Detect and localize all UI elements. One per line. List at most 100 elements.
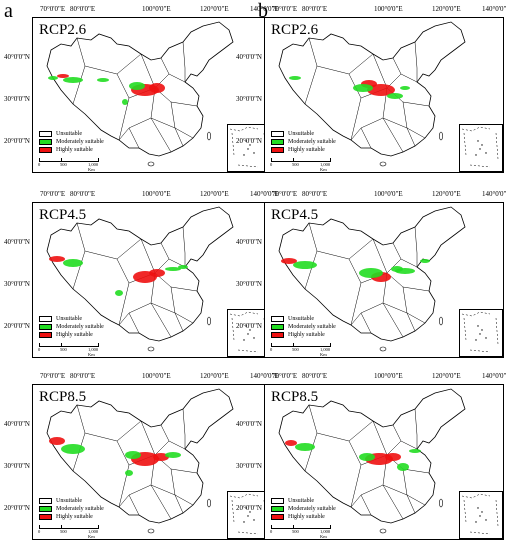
province-border: [414, 408, 418, 449]
latitude-label: 40°0'0"N: [236, 53, 262, 61]
moderately-suitable-area: [293, 261, 317, 269]
china-map: [278, 21, 466, 167]
longitude-label: 100°0'0"E: [142, 190, 171, 198]
province-border: [140, 238, 156, 274]
legend-swatch: [39, 139, 52, 145]
latitude-label: 30°0'0"N: [4, 280, 30, 288]
map-panel: 70°0'0"E 80°0'0"E 100°0'0"E 120°0'0"E 140°0'…: [4, 190, 279, 358]
moderately-suitable-area: [122, 99, 128, 105]
province-border: [140, 420, 156, 456]
scale-label: 0: [270, 162, 273, 167]
highly-suitable-area: [49, 437, 65, 445]
legend-label: Unsuitable: [56, 316, 82, 322]
legend: Unsuitable Moderately suitable Highly suit…: [39, 315, 104, 339]
latitude-label: 40°0'0"N: [4, 420, 30, 428]
island-hainan: [147, 528, 155, 534]
longitude-label: 140°0'0"E: [482, 190, 506, 198]
longitude-label: 80°0'0"E: [302, 372, 328, 380]
latitude-label: 30°0'0"N: [236, 462, 262, 470]
legend-label: Moderately suitable: [288, 139, 336, 145]
legend-item-moderate: Moderately suitable: [39, 138, 104, 146]
map-panel: 70°0'0"E 80°0'0"E 100°0'0"E 120°0'0"E 140°0'…: [236, 190, 506, 358]
scenario-label: RCP4.5: [39, 207, 87, 223]
province-border: [434, 244, 442, 256]
longitude-label: 120°0'0"E: [432, 372, 461, 380]
scale-bar: 0 500 1,000 Km: [270, 525, 333, 539]
legend-label: Highly suitable: [288, 514, 325, 520]
longitude-label: 70°0'0"E: [272, 372, 298, 380]
island-taiwan: [439, 498, 443, 508]
map-frame: RCP4.5 Unsuitable Moderately suitable Highl…: [264, 202, 504, 358]
legend-swatch: [271, 324, 284, 330]
province-border: [128, 127, 140, 149]
moderately-suitable-area: [63, 259, 83, 267]
moderately-suitable-area: [387, 93, 403, 99]
latitude-label: 30°0'0"N: [4, 95, 30, 103]
longitude-label: 120°0'0"E: [432, 5, 461, 13]
island-taiwan: [439, 316, 443, 326]
province-border: [414, 41, 418, 82]
legend-label: Unsuitable: [288, 498, 314, 504]
highly-suitable-area: [49, 256, 65, 262]
moderately-suitable-area: [409, 449, 421, 453]
province-border: [308, 222, 374, 260]
legend-swatch: [39, 498, 52, 504]
latitude-label: 40°0'0"N: [4, 53, 30, 61]
legend-label: Highly suitable: [56, 332, 93, 338]
moderately-suitable-area: [353, 84, 373, 92]
moderately-suitable-area: [397, 463, 409, 471]
legend: Unsuitable Moderately suitable Highly suit…: [271, 497, 336, 521]
highly-suitable-area: [57, 74, 69, 78]
scale-label: 1,000 Km: [88, 162, 99, 172]
legend-label: Unsuitable: [288, 316, 314, 322]
legend-label: Highly suitable: [288, 332, 325, 338]
highly-suitable-area: [385, 453, 401, 461]
province-border: [154, 440, 170, 456]
legend-item-unsuitable: Unsuitable: [271, 130, 336, 138]
scale-label: 500: [60, 162, 67, 167]
scenario-label: RCP8.5: [271, 389, 319, 405]
province-border: [386, 440, 402, 456]
province-border: [140, 53, 156, 89]
moderately-suitable-area: [165, 267, 181, 271]
legend-item-unsuitable: Unsuitable: [271, 497, 336, 505]
map-panel: 70°0'0"E 80°0'0"E 100°0'0"E 120°0'0"E 140°0'…: [4, 5, 279, 173]
map-frame: RCP2.6 Unsuitable Moderately suitable Highl…: [264, 17, 504, 173]
legend-swatch: [271, 332, 284, 338]
scale-bar: 0 500 1,000 Km: [270, 343, 333, 357]
longitude-label: 100°0'0"E: [374, 5, 403, 13]
province-border: [72, 65, 86, 105]
legend-label: Highly suitable: [56, 514, 93, 520]
province-border: [386, 258, 402, 274]
province-border: [202, 244, 210, 256]
scale-label: 0: [270, 529, 273, 534]
legend: Unsuitable Moderately suitable Highly suit…: [39, 130, 104, 154]
moderately-suitable-area: [61, 444, 85, 454]
scale-bar: 0 500 1,000 Km: [38, 525, 101, 539]
longitude-label: 80°0'0"E: [302, 190, 328, 198]
scale-label: 0: [38, 347, 41, 352]
scale-bar: 0 500 1,000 Km: [38, 158, 101, 172]
longitude-label: 80°0'0"E: [70, 5, 96, 13]
moderately-suitable-area: [420, 259, 430, 263]
province-border: [372, 420, 388, 456]
province-border: [76, 37, 142, 75]
province-border: [150, 117, 176, 129]
longitude-label: 140°0'0"E: [250, 372, 279, 380]
province-border: [182, 226, 186, 267]
legend-swatch: [271, 139, 284, 145]
scale-label: 0: [38, 529, 41, 534]
island-hainan: [379, 528, 387, 534]
legend-swatch: [39, 147, 52, 153]
scale-bar: 0 500 1,000 Km: [270, 158, 333, 172]
legend-item-unsuitable: Unsuitable: [271, 315, 336, 323]
legend-item-high: Highly suitable: [271, 331, 336, 339]
province-border: [304, 250, 318, 290]
scale-label: 1,000 Km: [320, 529, 331, 539]
south-china-sea-inset: [227, 309, 271, 357]
moderately-suitable-area: [400, 86, 410, 90]
legend-item-high: Highly suitable: [271, 146, 336, 154]
province-border: [128, 312, 140, 334]
island-hainan: [147, 346, 155, 352]
province-border: [382, 117, 408, 129]
